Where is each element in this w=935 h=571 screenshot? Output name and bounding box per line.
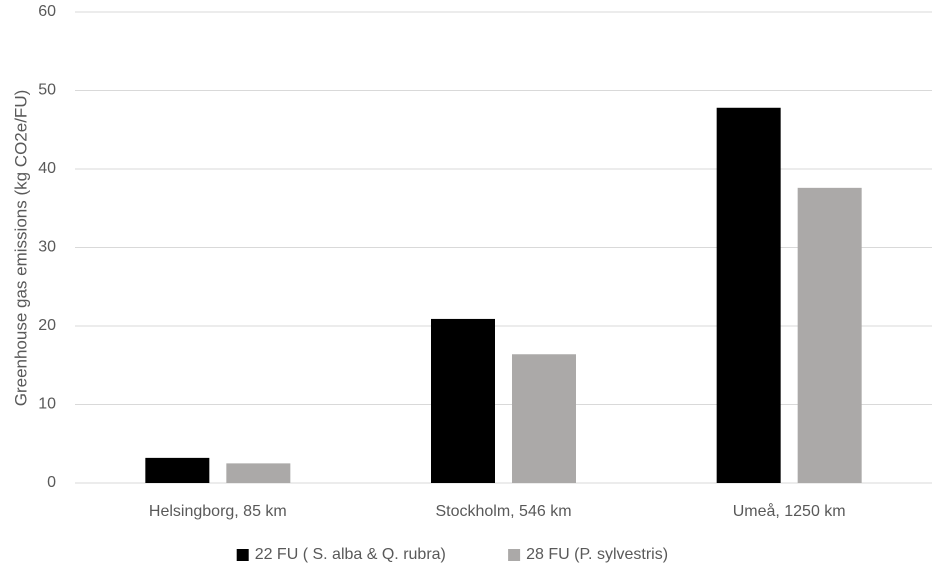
legend-label: 22 FU ( S. alba & Q. rubra) <box>255 546 446 563</box>
bars <box>145 107 862 484</box>
bar <box>226 463 291 483</box>
x-category-label: Stockholm, 546 km <box>435 503 571 520</box>
bar <box>145 457 210 483</box>
bar <box>716 107 781 484</box>
y-tick-label: 10 <box>38 396 56 413</box>
x-category-label: Helsingborg, 85 km <box>149 503 287 520</box>
bar <box>431 318 495 483</box>
y-axis-label: Greenhouse gas emissions (kg CO2e/FU) <box>11 90 30 407</box>
y-tick-label: 60 <box>38 3 56 20</box>
y-tick-label: 30 <box>38 239 56 256</box>
y-tick-label: 40 <box>38 160 56 177</box>
legend: 22 FU ( S. alba & Q. rubra) 28 FU (P. syl… <box>236 546 668 563</box>
legend-swatch <box>508 549 521 561</box>
gridlines <box>75 11 932 484</box>
y-axis-ticks: 0 10 20 30 40 50 60 <box>38 3 56 491</box>
legend-swatch <box>236 549 249 561</box>
y-tick-label: 20 <box>38 317 56 334</box>
y-tick-label: 50 <box>38 82 56 99</box>
bar <box>512 354 576 483</box>
legend-label: 28 FU (P. sylvestris) <box>526 546 668 563</box>
bar <box>797 187 862 483</box>
x-axis-categories: Helsingborg, 85 km Stockholm, 546 km Umeå,… <box>149 502 846 520</box>
y-tick-label: 0 <box>47 474 56 491</box>
x-category-label: Umeå, 1250 km <box>733 502 846 520</box>
